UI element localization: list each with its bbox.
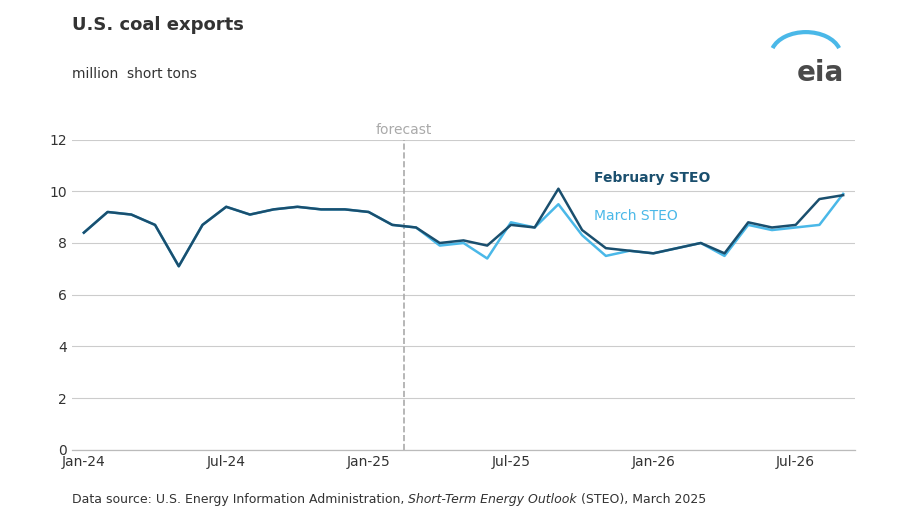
Text: March STEO: March STEO xyxy=(594,209,678,223)
Text: (STEO), March 2025: (STEO), March 2025 xyxy=(577,493,706,506)
Text: U.S. coal exports: U.S. coal exports xyxy=(72,16,244,34)
Text: February STEO: February STEO xyxy=(594,171,710,186)
Text: eia: eia xyxy=(796,59,843,87)
Text: Data source: U.S. Energy Information Administration,: Data source: U.S. Energy Information Adm… xyxy=(72,493,409,506)
Text: forecast: forecast xyxy=(376,123,432,137)
Text: Short-Term Energy Outlook: Short-Term Energy Outlook xyxy=(409,493,577,506)
Text: million  short tons: million short tons xyxy=(72,67,197,81)
